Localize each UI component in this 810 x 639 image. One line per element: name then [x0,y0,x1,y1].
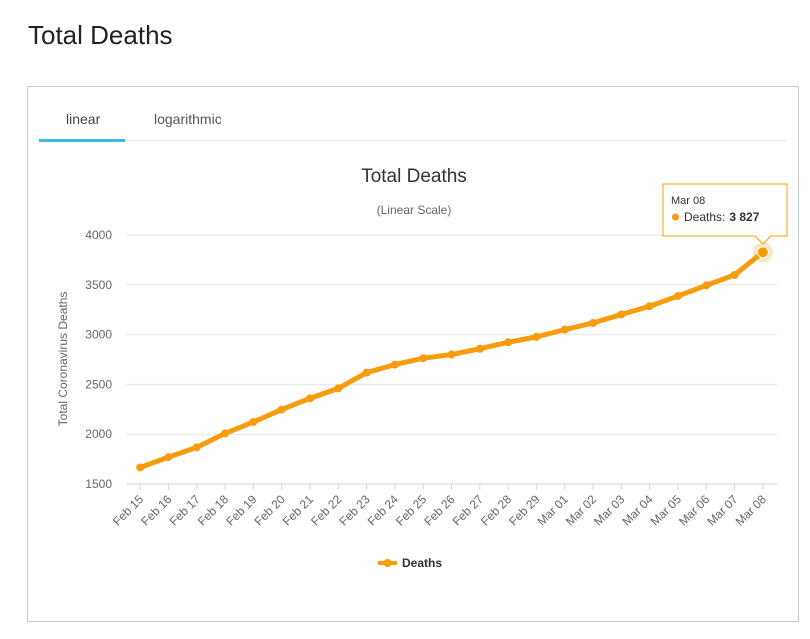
x-tick-label: Mar 02 [563,492,600,529]
data-point[interactable] [136,463,145,472]
data-point[interactable] [447,350,456,359]
data-point[interactable] [504,338,513,347]
active-tab-indicator [39,139,125,142]
line-chart: Total Deaths (Linear Scale) Total Corona… [56,166,788,570]
x-tick-label: Feb 18 [195,492,232,529]
y-tick-label: 3000 [85,328,112,342]
tooltip-series-dot [672,213,679,221]
data-point[interactable] [192,443,201,452]
data-point[interactable] [249,417,258,426]
y-tick-label: 2500 [85,377,112,391]
y-tick-label: 4000 [85,228,112,242]
x-tick-label: Feb 15 [110,492,147,529]
data-point[interactable] [419,354,428,363]
data-point[interactable] [305,394,314,403]
tooltip-series-label: Deaths: [684,210,725,224]
tooltip: Mar 08 Deaths: 3 827 [662,183,788,245]
data-point[interactable] [673,292,682,301]
x-tick-label: Feb 24 [365,492,402,529]
data-point[interactable] [589,318,598,327]
x-tick-label: Feb 28 [478,492,515,529]
y-tick-label: 3500 [85,278,112,292]
tooltip-box [662,183,788,245]
x-tick-label: Feb 16 [138,492,175,529]
tooltip-date: Mar 08 [671,195,705,207]
x-tick-label: Feb 21 [280,492,317,529]
y-tick-label: 1500 [85,477,112,491]
data-point[interactable] [277,405,286,414]
tooltip-series-text: Deaths: 3 827 [684,210,760,224]
data-point[interactable] [532,332,541,341]
data-point[interactable] [756,246,769,259]
x-tick-label: Feb 19 [223,492,260,529]
x-tick-label: Feb 20 [251,492,288,529]
data-point[interactable] [617,310,626,319]
x-tick-label: Feb 23 [336,492,373,529]
data-point[interactable] [334,384,343,393]
x-tick-label: Mar 01 [535,492,572,529]
data-point[interactable] [645,302,654,311]
data-point[interactable] [390,360,399,369]
y-tick-label: 2000 [85,427,112,441]
tab-linear[interactable]: linear [66,111,101,127]
chart-subtitle: (Linear Scale) [377,203,452,217]
data-point[interactable] [221,429,230,438]
data-point[interactable] [475,344,484,353]
scale-tabs: linear logarithmic [39,87,787,142]
data-point[interactable] [560,325,569,334]
tab-logarithmic[interactable]: logarithmic [154,111,222,127]
legend[interactable]: Deaths [378,556,442,570]
data-point[interactable] [164,453,173,462]
page-title: Total Deaths [28,20,173,50]
data-point[interactable] [702,281,711,290]
data-point[interactable] [362,368,371,377]
chart-panel: linear logarithmic Total Deaths (Linear … [27,86,799,622]
x-tick-label: Mar 04 [619,492,656,529]
x-tick-label: Feb 17 [167,492,204,529]
x-tick-label: Feb 27 [450,492,487,529]
x-tick-label: Mar 07 [704,492,741,529]
x-tick-label: Mar 08 [733,492,770,529]
x-tick-label: Mar 05 [648,492,685,529]
legend-label-deaths: Deaths [402,556,442,570]
x-tick-label: Mar 03 [591,492,628,529]
legend-marker-deaths [383,559,392,567]
data-point[interactable] [730,270,739,279]
x-tick-label: Feb 22 [308,492,345,529]
tooltip-series-value: 3 827 [729,210,759,224]
x-tick-label: Feb 26 [421,492,458,529]
x-tick-label: Feb 29 [506,492,543,529]
y-axis-label: Total Coronavirus Deaths [56,292,70,427]
x-tick-label: Mar 06 [676,492,713,529]
chart-title: Total Deaths [361,166,467,187]
x-tick-label: Feb 25 [393,492,430,529]
